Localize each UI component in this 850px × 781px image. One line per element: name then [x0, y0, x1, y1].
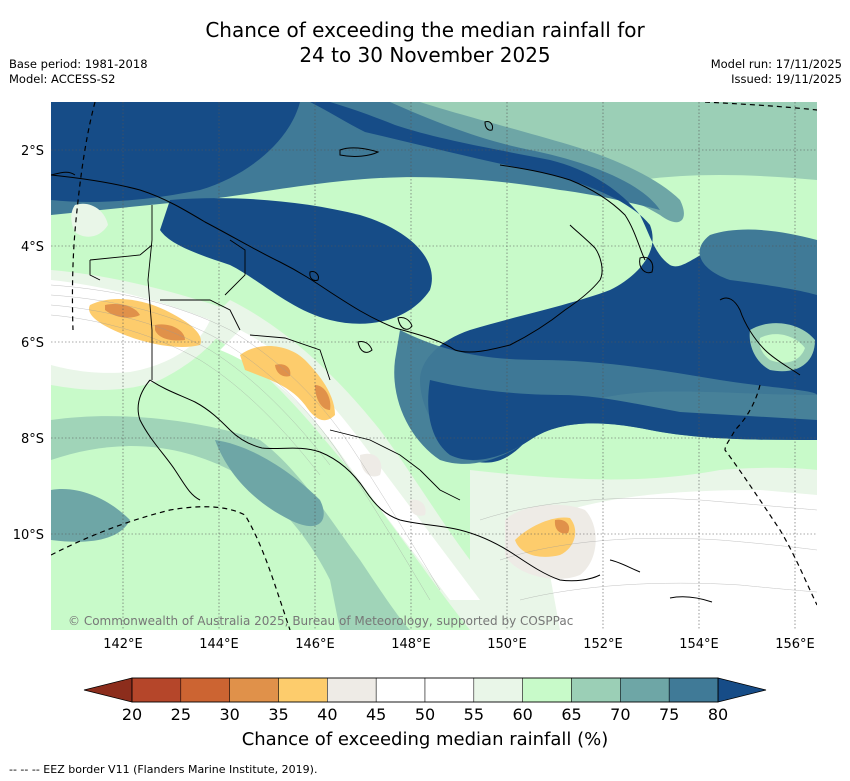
- colorbar-bin-35-40: [278, 677, 328, 703]
- colorbar-tick-30: 30: [219, 705, 239, 722]
- colorbar-low-extend: [83, 677, 133, 703]
- colorbar-tick-60: 60: [512, 705, 532, 722]
- colorbar-tick-20: 20: [122, 705, 142, 722]
- colorbar-bin-75-80: [668, 677, 719, 703]
- colorbar-bins: [131, 677, 719, 703]
- region-45-55-southeast: [540, 490, 817, 630]
- map-plot-area: [51, 102, 817, 630]
- patch-40-45-a: [360, 453, 382, 477]
- patch-70-75-south: [215, 440, 324, 527]
- lon-label-144e: 144°E: [199, 637, 239, 652]
- dry-core-30-35-c: [275, 364, 291, 377]
- title-line-2: 24 to 30 November 2025: [299, 43, 551, 67]
- lon-label-154e: 154°E: [679, 637, 719, 652]
- colorbar-bin-60-65: [522, 677, 572, 703]
- lon-label-148e: 148°E: [391, 637, 431, 652]
- dry-core-30-35-e: [554, 519, 570, 534]
- meta-left: Base period: 1981-2018 Model: ACCESS-S2: [9, 57, 148, 87]
- lon-label-142e: 142°E: [103, 637, 143, 652]
- map-title: Chance of exceeding the median rainfall …: [0, 18, 850, 68]
- region-above-80-highlands: [160, 198, 432, 324]
- lat-label-6s: 6°S: [21, 336, 44, 351]
- colorbar-tick-50: 50: [415, 705, 435, 722]
- issued-date: Issued: 19/11/2025: [731, 72, 842, 86]
- region-above-80-northwest: [51, 102, 300, 202]
- colorbar-bin-55-60: [473, 677, 523, 703]
- colorbar-tick-75: 75: [659, 705, 679, 722]
- colorbar-bin-30-35: [229, 677, 279, 703]
- colorbar-tick-55: 55: [464, 705, 484, 722]
- colorbar-bin-40-45: [327, 677, 377, 703]
- colorbar-bin-70-75: [620, 677, 670, 703]
- colorbar-frame: [131, 677, 719, 703]
- patch-40-45-b: [409, 499, 426, 516]
- colorbar-label: Chance of exceeding median rainfall (%): [241, 729, 609, 750]
- meta-right: Model run: 17/11/2025 Issued: 19/11/2025: [711, 57, 842, 87]
- contour-lines: [51, 284, 817, 601]
- colorbar-bin-20-25: [131, 677, 182, 703]
- lat-label-4s: 4°S: [21, 240, 44, 255]
- ring-75-80-east: [699, 229, 817, 295]
- model-name: Model: ACCESS-S2: [9, 72, 116, 86]
- lat-label-10s: 10°S: [13, 528, 44, 543]
- lon-label-152e: 152°E: [583, 637, 623, 652]
- region-above-80-gulf: [428, 380, 817, 460]
- model-run: Model run: 17/11/2025: [710, 57, 842, 71]
- lon-label-156e: 156°E: [775, 637, 815, 652]
- colorbar-tick-45: 45: [366, 705, 386, 722]
- lat-label-2s: 2°S: [21, 144, 44, 159]
- colorbar-bin-65-70: [571, 677, 621, 703]
- title-line-1: Chance of exceeding the median rainfall …: [205, 18, 645, 42]
- colorbar-tick-80: 80: [708, 705, 728, 722]
- colorbar-tick-25: 25: [171, 705, 191, 722]
- colorbar-tick-40: 40: [317, 705, 337, 722]
- colorbar-bin-45-50: [375, 677, 426, 703]
- colorbar-bin-50-55: [424, 677, 475, 703]
- copyright-notice: © Commonwealth of Australia 2025, Bureau…: [68, 614, 573, 628]
- colorbar-bin-25-30: [180, 677, 230, 703]
- colorbar-high-extend: [717, 677, 767, 703]
- colorbar-ticks: 20 25 30 35 40 45 50 55 60 65 70 75 80: [122, 705, 728, 722]
- colorbar: 20 25 30 35 40 45 50 55 60 65 70 75 80: [83, 677, 767, 722]
- corridor-45-55: [220, 330, 480, 600]
- lon-label-146e: 146°E: [295, 637, 335, 652]
- colorbar-tick-35: 35: [268, 705, 288, 722]
- provincial-borders: [89, 205, 461, 501]
- colorbar-tick-65: 65: [561, 705, 581, 722]
- gridlines: [51, 102, 817, 630]
- rainfall-map: 2°S 4°S 6°S 8°S 10°S 142°E 144°E 146°E 1…: [13, 102, 817, 652]
- eez-footnote: -- -- -- EEZ border V11 (Flanders Marine…: [9, 763, 318, 776]
- base-period: Base period: 1981-2018: [9, 57, 148, 71]
- patch-55-60-west: [71, 203, 108, 237]
- eez-borders: [51, 102, 817, 630]
- colorbar-tick-70: 70: [610, 705, 630, 722]
- coastlines: [51, 121, 801, 603]
- region-60-65-south: [51, 446, 340, 630]
- dry-patch-35-40-central: [240, 345, 335, 421]
- lat-label-8s: 8°S: [21, 432, 44, 447]
- lon-label-150e: 150°E: [487, 637, 527, 652]
- dry-core-30-35-d: [315, 385, 331, 410]
